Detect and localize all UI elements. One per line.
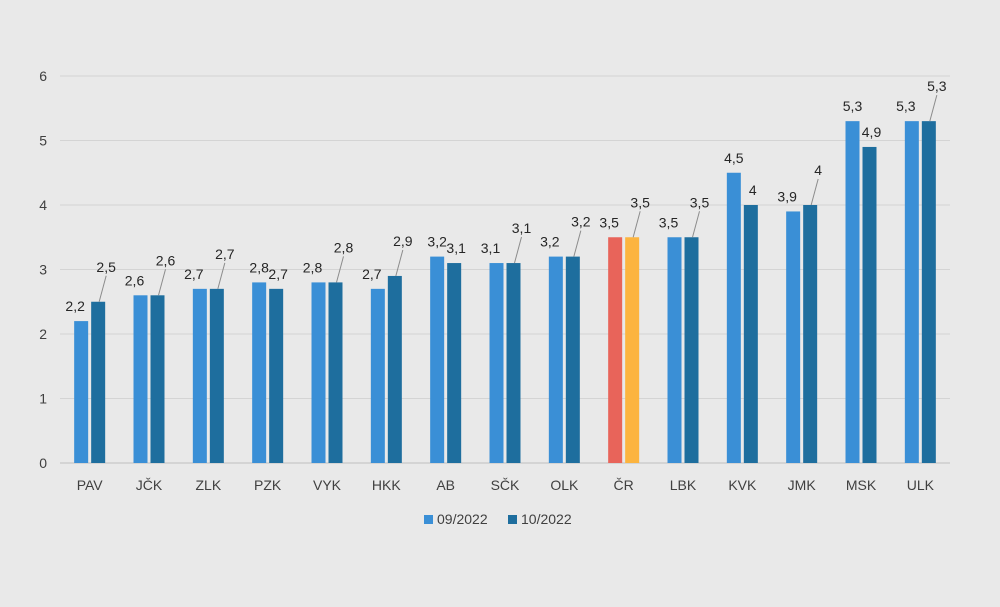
data-label: 4: [749, 182, 757, 198]
data-label: 2,6: [125, 272, 145, 288]
x-tick-label: OLK: [550, 477, 579, 493]
bar-HKK-10/2022: [387, 275, 402, 463]
bar-ZLK-10/2022: [209, 288, 224, 463]
bar-MSK-10/2022: [862, 146, 877, 463]
x-tick-label: AB: [436, 477, 455, 493]
data-label: 2,7: [184, 266, 204, 282]
bar-OLK-10/2022: [565, 256, 580, 463]
data-label-leader: [632, 211, 641, 238]
legend-label: 09/2022: [437, 511, 488, 527]
x-tick-label: LBK: [670, 477, 697, 493]
bar-PZK-09/2022: [252, 282, 267, 463]
data-label: 2,7: [215, 246, 235, 262]
data-label: 2,9: [393, 233, 413, 249]
data-label-leader: [692, 211, 700, 238]
x-tick-label: MSK: [846, 477, 877, 493]
x-tick-label: ULK: [907, 477, 935, 493]
bar-KVK-10/2022: [743, 205, 758, 463]
data-label-leader: [217, 262, 226, 289]
data-label: 2,8: [303, 259, 323, 275]
data-label: 3,2: [540, 234, 560, 250]
x-tick-label: PZK: [254, 477, 282, 493]
bar-MSK-09/2022: [845, 121, 860, 464]
data-label: 2,8: [334, 239, 354, 255]
y-tick-label: 5: [39, 133, 47, 149]
bar-PAV-10/2022: [91, 301, 106, 463]
data-label: 3,5: [599, 214, 619, 230]
bar-ULK-09/2022: [904, 121, 919, 464]
bar-AB-10/2022: [447, 263, 462, 463]
data-label: 3,9: [777, 188, 797, 204]
bar-PAV-09/2022: [74, 321, 89, 463]
data-label-leader: [98, 275, 107, 302]
data-label: 5,3: [896, 98, 916, 114]
bar-ČR-10/2022: [625, 237, 640, 463]
y-tick-label: 2: [39, 326, 47, 342]
legend-swatch-09/2022: [424, 515, 433, 524]
bar-OLK-09/2022: [548, 256, 563, 463]
bar-LBK-09/2022: [667, 237, 682, 463]
data-label: 3,1: [446, 240, 466, 256]
bar-ZLK-09/2022: [192, 288, 207, 463]
y-tick-label: 0: [39, 455, 47, 471]
data-label: 2,2: [65, 298, 85, 314]
bar-PZK-10/2022: [269, 288, 284, 463]
data-label-leader: [395, 249, 404, 277]
y-tick-label: 1: [39, 391, 47, 407]
bar-SČK-10/2022: [506, 263, 521, 463]
data-label-leader: [573, 230, 582, 257]
x-tick-label: KVK: [728, 477, 757, 493]
bar-VYK-09/2022: [311, 282, 326, 463]
bar-AB-09/2022: [430, 256, 445, 463]
data-label-leader: [929, 95, 938, 122]
data-label: 4: [814, 162, 822, 178]
data-label: 3,2: [571, 214, 591, 230]
data-label-leader: [514, 236, 522, 264]
legend-label: 10/2022: [521, 511, 572, 527]
data-label: 2,5: [96, 259, 116, 275]
data-label: 3,5: [659, 214, 679, 230]
bar-ČR-09/2022: [608, 237, 623, 463]
x-tick-label: HKK: [372, 477, 401, 493]
data-label: 4,9: [862, 124, 882, 140]
bar-LBK-10/2022: [684, 237, 699, 463]
bar-JMK-09/2022: [786, 211, 801, 463]
y-tick-label: 4: [39, 197, 47, 213]
x-tick-label: ZLK: [195, 477, 221, 493]
data-label: 3,1: [512, 220, 532, 236]
data-label: 3,5: [630, 194, 650, 210]
bar-HKK-09/2022: [370, 288, 385, 463]
x-tick-label: VYK: [313, 477, 342, 493]
bar-JČK-10/2022: [150, 295, 165, 463]
data-label-leader: [336, 256, 344, 283]
data-label: 4,5: [724, 150, 744, 166]
data-label: 5,3: [927, 78, 947, 94]
x-tick-label: SČK: [491, 477, 520, 493]
data-label-leader: [810, 178, 819, 206]
legend-swatch-10/2022: [508, 515, 517, 524]
data-label: 3,1: [481, 240, 501, 256]
bar-JMK-10/2022: [803, 205, 818, 463]
data-label: 2,7: [362, 266, 382, 282]
y-tick-label: 6: [39, 68, 47, 84]
data-label-leader: [158, 269, 166, 296]
bar-VYK-10/2022: [328, 282, 343, 463]
data-label: 3,5: [690, 194, 710, 210]
data-label: 2,6: [156, 252, 176, 268]
data-label: 5,3: [843, 98, 863, 114]
bar-JČK-09/2022: [133, 295, 148, 463]
bar-KVK-09/2022: [726, 172, 741, 463]
bar-ULK-10/2022: [921, 121, 936, 464]
bar-SČK-09/2022: [489, 263, 504, 463]
data-label: 2,7: [268, 266, 288, 282]
y-tick-label: 3: [39, 262, 47, 278]
x-tick-label: JMK: [788, 477, 817, 493]
x-tick-label: JČK: [136, 477, 163, 493]
data-label: 3,2: [427, 234, 447, 250]
x-tick-label: PAV: [77, 477, 104, 493]
x-tick-label: ČR: [614, 477, 634, 493]
data-label: 2,8: [249, 259, 269, 275]
